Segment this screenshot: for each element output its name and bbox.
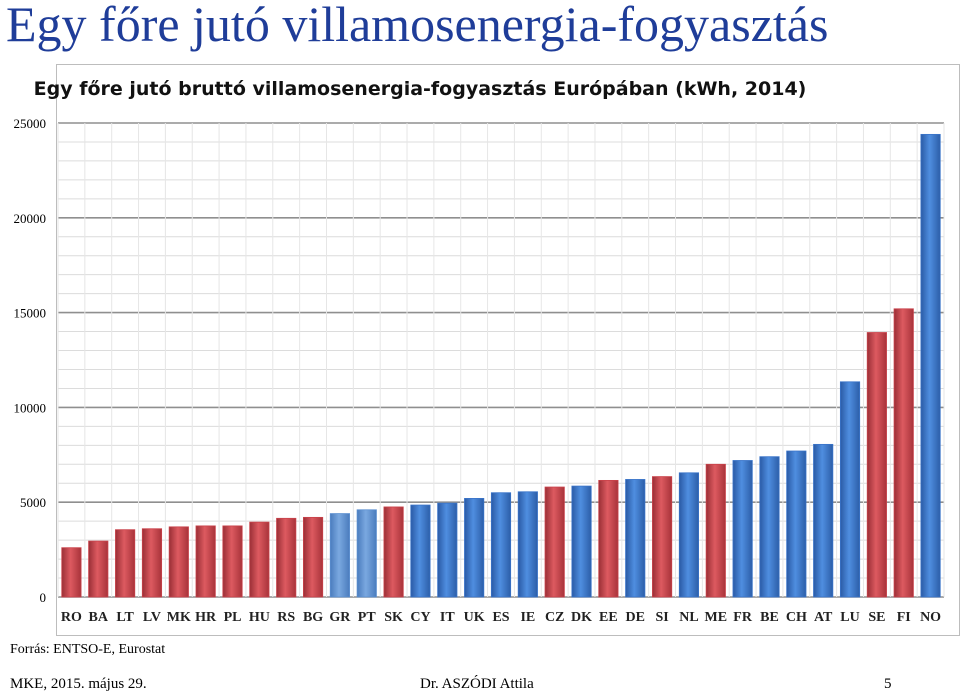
x-tick-label: FR: [733, 610, 753, 625]
x-tick-label: BG: [303, 610, 323, 625]
x-tick-label: SK: [384, 610, 403, 625]
bar-it: [437, 502, 458, 598]
bar-ie: [517, 491, 538, 598]
x-tick-label: HR: [195, 610, 217, 625]
y-tick-labels: 0 5000 10000 15000 20000 25000: [14, 116, 47, 605]
bar-cy: [410, 504, 431, 598]
bar-me: [705, 463, 726, 598]
x-tick-label: DE: [626, 610, 645, 625]
x-tick-label: MK: [167, 610, 191, 625]
x-tick-label: NL: [679, 610, 698, 625]
x-tick-label: IT: [440, 610, 455, 625]
x-tick-label: LV: [143, 610, 161, 625]
x-tick-label: ME: [705, 610, 728, 625]
chart-title: Egy főre jutó bruttó villamosenergia-fog…: [33, 78, 807, 100]
x-tick-label: RS: [277, 610, 295, 625]
x-tick-label: GR: [329, 610, 351, 625]
footer-date: MKE, 2015. május 29.: [10, 676, 147, 692]
bar-se: [866, 332, 887, 598]
bars: [61, 133, 941, 598]
bar-es: [490, 492, 512, 598]
bar-si: [652, 476, 673, 598]
bar-mk: [168, 526, 189, 598]
x-tick-label: SI: [655, 610, 668, 625]
y-tick-label: 5000: [20, 495, 46, 510]
bar-cz: [544, 486, 565, 598]
x-tick-label: IE: [520, 610, 535, 625]
bar-fi: [893, 308, 914, 598]
x-tick-label: CY: [410, 610, 430, 625]
bar-pt: [356, 509, 377, 598]
y-tick-label: 15000: [14, 306, 47, 321]
bar-ba: [88, 540, 109, 598]
bar-hu: [249, 521, 270, 598]
bar-bg: [302, 516, 324, 598]
x-tick-label: LU: [840, 610, 859, 625]
bar-lt: [115, 529, 136, 598]
bar-hr: [195, 525, 216, 598]
y-tick-label: 25000: [14, 116, 47, 131]
x-tick-label: NO: [920, 610, 941, 625]
bar-lv: [141, 528, 163, 598]
bar-pl: [222, 525, 243, 598]
footer-author: Dr. ASZÓDI Attila: [420, 676, 534, 692]
y-tick-label: 20000: [14, 211, 47, 226]
y-tick-label: 0: [40, 590, 47, 605]
bar-ch: [786, 450, 807, 598]
x-tick-label: AT: [814, 610, 833, 625]
x-tick-label: CH: [786, 610, 807, 625]
x-tick-label: UK: [464, 610, 485, 625]
x-tick-label: BA: [89, 610, 109, 625]
bar-fr: [732, 460, 753, 598]
x-tick-label: PL: [224, 610, 242, 625]
x-tick-label: HU: [249, 610, 270, 625]
bar-sk: [383, 506, 404, 598]
bar-rs: [276, 517, 297, 598]
page-number: 5: [884, 676, 892, 692]
x-tick-label: PT: [358, 610, 377, 625]
x-tick-label: FI: [897, 610, 911, 625]
bar-at: [813, 443, 834, 598]
bar-de: [625, 479, 646, 598]
bar-ro: [61, 547, 82, 598]
x-tick-label: CZ: [545, 610, 564, 625]
y-tick-label: 10000: [14, 400, 47, 415]
bar-no: [920, 133, 941, 598]
x-tick-label: EE: [599, 610, 618, 625]
x-tick-label: ES: [492, 610, 509, 625]
bar-nl: [678, 472, 700, 598]
bar-uk: [464, 498, 485, 598]
x-tick-label: RO: [61, 610, 82, 625]
x-tick-label: LT: [116, 610, 134, 625]
bar-dk: [571, 485, 592, 598]
x-tick-label: SE: [868, 610, 885, 625]
bar-lu: [839, 381, 861, 598]
source-note: Forrás: ENTSO-E, Eurostat: [10, 642, 166, 657]
bar-ee: [598, 479, 619, 598]
bar-be: [759, 456, 780, 598]
x-tick-label: DK: [571, 610, 592, 625]
bar-gr: [329, 513, 350, 598]
x-tick-label: BE: [760, 610, 779, 625]
slide-title: Egy főre jutó villamosenergia-fogyasztás: [6, 0, 829, 52]
x-tick-labels: RO BA LT LV MK HR PL HU RS BG GR PT SK CY IT UK ES IE CZ DK…: [61, 610, 941, 625]
